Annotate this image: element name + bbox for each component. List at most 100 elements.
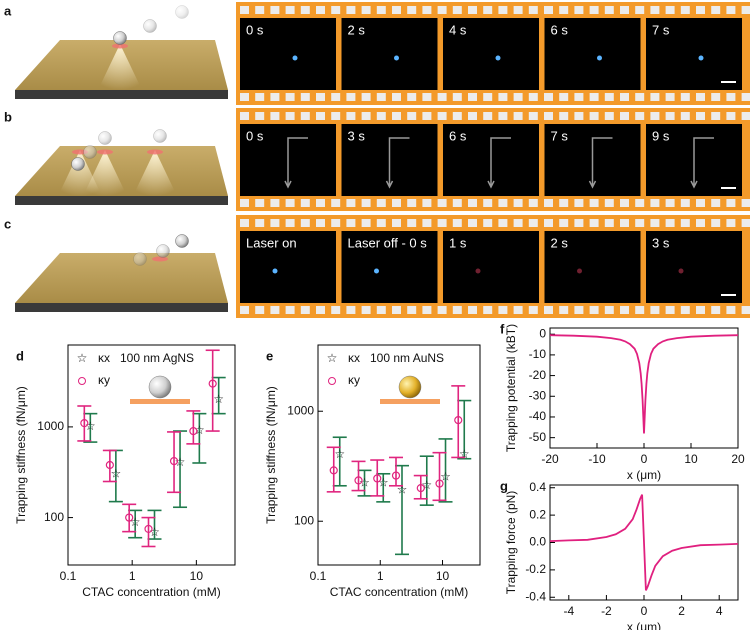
film-hole [316, 93, 325, 101]
inset-substrate [380, 399, 440, 404]
film-strips: 0 s 2 s 4 s 6 s 7 s 0 s 3 s 6 s 7 s 9 s Laser on La… [236, 2, 750, 318]
film-hole [665, 199, 675, 207]
film-hole [331, 112, 341, 120]
marker [354, 476, 363, 485]
film-hole [604, 93, 614, 101]
film-hole [513, 6, 523, 14]
film-hole [376, 112, 386, 120]
film-hole [392, 219, 401, 227]
film-hole [604, 199, 614, 207]
error-bar [413, 474, 428, 500]
particle [153, 129, 167, 143]
legend-marker [328, 377, 336, 385]
x-tick-label: 0.1 [60, 569, 77, 583]
annotation: 100 nm AgNS [120, 351, 194, 365]
film-hole [316, 219, 325, 227]
film-hole [544, 93, 553, 101]
film-hole [589, 199, 599, 207]
film-hole [407, 199, 417, 207]
film-hole [604, 306, 614, 314]
particle-spot [597, 55, 602, 61]
film-hole [346, 93, 356, 101]
film-hole [468, 306, 477, 314]
film-hole [331, 6, 341, 14]
x-tick-label: 0 [641, 604, 648, 618]
film-hole [574, 6, 584, 14]
frame-label: 9 s [652, 128, 670, 143]
error-bar [205, 349, 220, 432]
frame-label: 3 s [652, 235, 670, 250]
film-hole [711, 306, 721, 314]
marker [329, 466, 338, 475]
frame-label: 4 s [449, 22, 467, 37]
film-hole [270, 219, 280, 227]
error-bar [147, 509, 162, 540]
film-hole [331, 199, 341, 207]
error-bar [370, 459, 385, 497]
film-hole [528, 306, 538, 314]
film-hole [726, 6, 736, 14]
film-hole [361, 199, 371, 207]
error-bar [432, 451, 447, 502]
marker: ☆ [130, 515, 141, 529]
film-hole [559, 199, 569, 207]
film-hole [255, 306, 265, 314]
film-hole [285, 93, 295, 101]
film-hole [376, 93, 386, 101]
particle-spot [272, 268, 278, 274]
trajectory-arrow [385, 137, 410, 189]
particle [133, 252, 147, 266]
film-hole [285, 112, 295, 120]
panel-letter: a [4, 3, 12, 18]
film-hole [483, 306, 493, 314]
film-hole [255, 93, 265, 101]
hot-spot [112, 43, 128, 49]
particle-spot [577, 268, 582, 274]
marker: ☆ [359, 476, 370, 490]
film-hole [240, 112, 249, 120]
legend-marker: ☆ [327, 351, 338, 365]
y-tick-label: 0.4 [529, 480, 546, 494]
film-hole [316, 112, 325, 120]
film-hole [559, 112, 569, 120]
film-hole [544, 306, 553, 314]
error-bar [457, 399, 472, 460]
film-hole [361, 306, 371, 314]
frame-label: 6 s [449, 128, 467, 143]
video-frame [341, 231, 438, 303]
x-tick-label: 20 [731, 452, 745, 466]
marker: ☆ [378, 476, 389, 490]
trajectory-arrow [690, 137, 714, 189]
film-hole [407, 112, 417, 120]
film-hole [696, 6, 705, 14]
film-hole [468, 93, 477, 101]
film-hole [604, 219, 614, 227]
y-tick-label: 0.0 [529, 535, 546, 549]
film-hole [240, 93, 249, 101]
film-hole [437, 6, 447, 14]
film-hole [559, 93, 569, 101]
inset-substrate [130, 399, 190, 404]
film-hole [270, 199, 280, 207]
film-hole [726, 199, 736, 207]
error-bar [395, 464, 409, 556]
film-hole [696, 306, 705, 314]
film-hole [665, 93, 675, 101]
film-hole [604, 112, 614, 120]
x-tick-label: 10 [190, 569, 204, 583]
film-hole [696, 112, 705, 120]
film-hole [392, 112, 401, 120]
film-hole [240, 219, 249, 227]
film-hole [437, 93, 447, 101]
frame-label: Laser off - 0 s [348, 235, 428, 250]
film-hole [635, 219, 645, 227]
marker [105, 460, 114, 470]
film-hole [620, 93, 629, 101]
film-hole [346, 199, 356, 207]
film-hole [544, 199, 553, 207]
film-hole [589, 112, 599, 120]
film-hole [285, 199, 295, 207]
panel-letter: e [266, 348, 273, 363]
film-hole [437, 112, 447, 120]
